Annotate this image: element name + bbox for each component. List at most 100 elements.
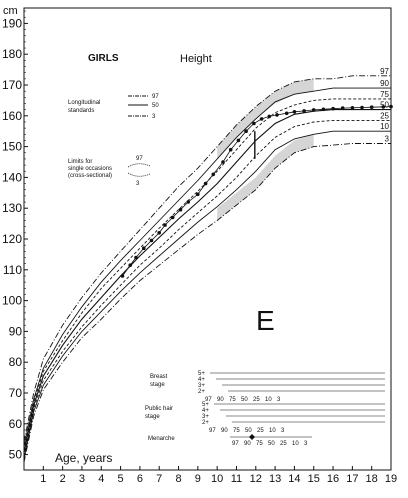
x-tick-label: 16 [327, 473, 339, 485]
maturity-centile-tick: 25 [257, 428, 264, 434]
breast-stage-label-1: Breast [150, 374, 168, 380]
centile-label-90: 90 [380, 79, 389, 88]
x-tick-label: 17 [346, 473, 358, 485]
menarche-label: Menarche [148, 436, 175, 442]
cross-sectional-limit-shading [217, 78, 314, 221]
patient-point [331, 106, 335, 111]
patient-point [267, 114, 272, 119]
maturity-centile-tick: 90 [217, 397, 224, 403]
stage-label: 3+ [198, 383, 205, 389]
maturity-centile-tick: 97 [205, 397, 212, 403]
y-tick-label: 140 [2, 170, 22, 184]
patient-point [221, 160, 225, 164]
legend-mark-97: 97 [136, 156, 143, 162]
y-unit-label: cm [3, 5, 18, 17]
patient-point [302, 109, 306, 113]
x-tick-label: 3 [79, 473, 85, 485]
x-tick-label: 13 [269, 473, 281, 485]
patient-point [203, 181, 208, 186]
x-tick-label: 14 [288, 473, 300, 485]
centile-label-25: 25 [380, 111, 389, 120]
y-tick-label: 170 [2, 78, 22, 92]
big-letter: E [256, 305, 275, 336]
centile-curve-10 [23, 130, 391, 460]
maturity-centile-tick: 10 [269, 428, 276, 434]
chart-title: Height [180, 53, 212, 65]
patient-point [284, 111, 289, 116]
y-tick-label: 180 [2, 47, 22, 61]
maturity-centile-tick: 10 [265, 397, 272, 403]
legend-longitudinal-label-1: Longitudinal [68, 100, 100, 106]
patient-point [321, 107, 326, 112]
x-tick-label: 6 [137, 473, 143, 485]
x-tick-label: 19 [385, 473, 397, 485]
patient-point [157, 231, 161, 235]
maturity-centile-tick: 97 [209, 428, 216, 434]
x-tick-label: 18 [366, 473, 378, 485]
menarche-centile-tick: 75 [256, 441, 263, 447]
y-tick-label: 150 [2, 140, 22, 154]
x-tick-label: 5 [118, 473, 124, 485]
menarche-centile-tick: 97 [232, 441, 239, 447]
patient-point [120, 274, 125, 278]
patient-point [163, 223, 167, 227]
patient-point [186, 200, 190, 204]
stage-label: 2+ [198, 389, 205, 395]
patient-point [142, 246, 146, 250]
x-tick-label: 15 [308, 473, 320, 485]
maturity-centile-tick: 75 [229, 397, 236, 403]
y-tick-label: 50 [9, 448, 23, 462]
patient-point [252, 121, 256, 126]
y-tick-label: 60 [9, 417, 23, 431]
maturity-centile-tick: 75 [233, 428, 240, 434]
y-axis-ticks: 50 60 70 80 90 100 110 120 130 140 150 160 170 180 190 [2, 10, 28, 462]
centile-label-10: 10 [380, 122, 389, 131]
menarche-marker [249, 434, 255, 440]
legend-limits-label-1: Limits for [68, 159, 92, 165]
patient-point [134, 255, 138, 260]
centile-curve-50 [23, 109, 391, 454]
patient-point [350, 106, 355, 110]
patient-point [178, 207, 183, 212]
centile-label-75: 75 [380, 90, 389, 99]
centile-curve-3 [23, 143, 391, 463]
menarche-centile-tick: 25 [280, 441, 287, 447]
patient-point [244, 129, 248, 133]
stage-label: 3+ [202, 414, 209, 420]
y-tick-label: 190 [2, 16, 22, 30]
x-tick-label: 1 [40, 473, 46, 485]
x-tick-label: 7 [156, 473, 162, 485]
x-tick-label: 12 [250, 473, 262, 485]
patient-point [236, 138, 241, 143]
stage-label: 2+ [202, 420, 209, 426]
centile-curve-90 [23, 87, 391, 447]
pubic-stage-label-1: Public hair [145, 406, 173, 412]
x-axis-ticks: 1 2 3 4 5 6 7 8 9 10 11 12 13 14 15 16 17 18 19 [40, 466, 397, 485]
legend-limits-swatch-top [127, 163, 151, 168]
legend: Longitudinal standards 97 50 3 Limits fo… [68, 94, 159, 187]
patient-point [381, 105, 386, 109]
y-tick-label: 100 [2, 294, 22, 308]
pubic-stage-label-2: stage [145, 414, 160, 420]
y-tick-label: 90 [9, 324, 23, 338]
lower-limit-band [217, 134, 314, 221]
menarche-centile-tick: 10 [292, 441, 299, 447]
patient-point [170, 215, 175, 220]
patient-point [259, 117, 264, 121]
y-tick-label: 70 [9, 386, 23, 400]
menarche-centile-tick: 50 [268, 441, 275, 447]
y-tick-label: 120 [2, 232, 22, 246]
patient-point [149, 238, 154, 243]
maturity-centile-tick: 50 [245, 428, 252, 434]
y-tick-label: 80 [9, 355, 23, 369]
patient-point [369, 105, 374, 109]
menarche-centile-tick: 3 [304, 441, 308, 447]
stage-label: 4+ [198, 377, 205, 383]
breast-stage-label-2: stage [150, 382, 165, 388]
x-tick-label: 8 [175, 473, 181, 485]
patient-point [211, 172, 216, 177]
x-tick-label: 11 [231, 473, 242, 485]
legend-limits-swatch-bottom [127, 172, 151, 177]
patient-data [120, 104, 393, 278]
patient-point [311, 108, 316, 112]
